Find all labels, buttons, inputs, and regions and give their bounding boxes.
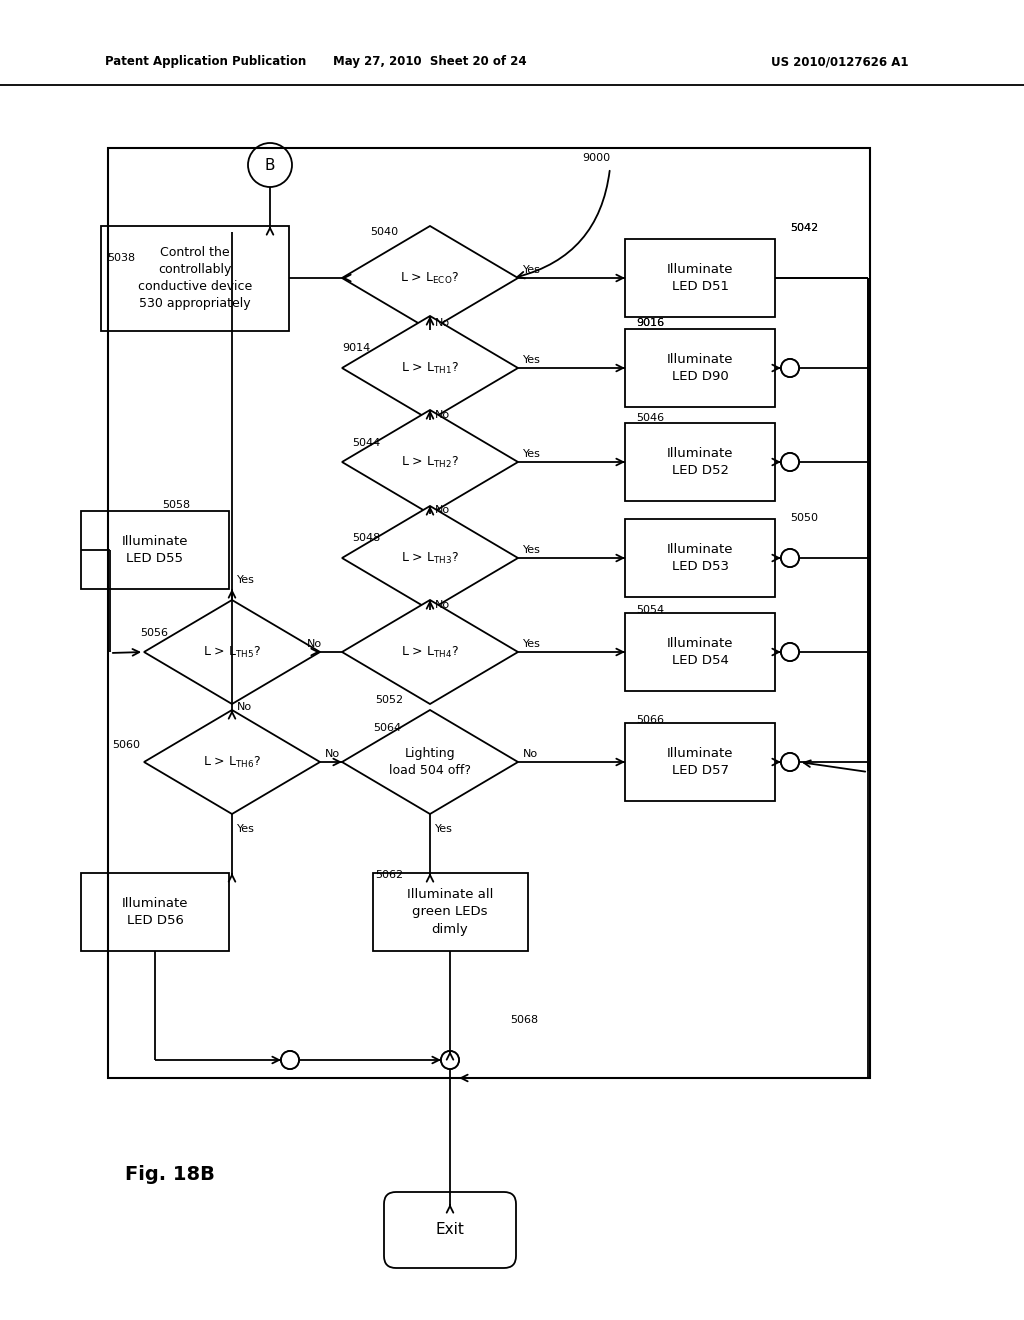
Polygon shape — [342, 411, 518, 513]
Text: Illuminate
LED D53: Illuminate LED D53 — [667, 543, 733, 573]
Text: L > L$_{\mathregular{TH5}}$?: L > L$_{\mathregular{TH5}}$? — [203, 644, 261, 660]
Text: 5062: 5062 — [375, 870, 403, 880]
Polygon shape — [144, 601, 319, 704]
Text: L > L$_{\mathregular{TH4}}$?: L > L$_{\mathregular{TH4}}$? — [401, 644, 459, 660]
Text: No: No — [237, 702, 252, 711]
Bar — [81, 873, 229, 950]
Text: No: No — [307, 639, 323, 649]
Circle shape — [781, 752, 799, 771]
Text: 5068: 5068 — [510, 1015, 539, 1026]
Text: 5064: 5064 — [373, 723, 401, 733]
Circle shape — [281, 1051, 299, 1069]
Text: 5058: 5058 — [162, 500, 190, 510]
Text: Yes: Yes — [523, 545, 541, 554]
Circle shape — [781, 359, 799, 378]
Text: No: No — [435, 411, 451, 420]
Text: L > L$_{\mathregular{TH6}}$?: L > L$_{\mathregular{TH6}}$? — [203, 755, 261, 770]
FancyBboxPatch shape — [384, 1192, 516, 1269]
Text: 5054: 5054 — [636, 605, 665, 615]
Bar — [373, 873, 527, 950]
Text: 9014: 9014 — [342, 343, 371, 352]
Circle shape — [781, 549, 799, 568]
Text: 5050: 5050 — [790, 513, 818, 523]
Text: Fig. 18B: Fig. 18B — [125, 1166, 215, 1184]
Circle shape — [781, 453, 799, 471]
Polygon shape — [342, 710, 518, 814]
Text: 5042: 5042 — [790, 223, 818, 234]
Circle shape — [781, 359, 799, 378]
Text: L > L$_{\mathregular{TH2}}$?: L > L$_{\mathregular{TH2}}$? — [401, 454, 459, 470]
Circle shape — [248, 143, 292, 187]
Text: 5056: 5056 — [140, 628, 168, 638]
Circle shape — [781, 549, 799, 568]
Text: No: No — [435, 601, 451, 610]
Bar — [625, 329, 775, 407]
Text: Illuminate
LED D55: Illuminate LED D55 — [122, 535, 188, 565]
Circle shape — [781, 643, 799, 661]
Text: Yes: Yes — [523, 639, 541, 649]
Text: Illuminate all
green LEDs
dimly: Illuminate all green LEDs dimly — [407, 888, 494, 936]
Polygon shape — [342, 601, 518, 704]
Text: 5044: 5044 — [352, 438, 380, 447]
Bar — [101, 226, 289, 330]
Text: No: No — [435, 318, 451, 327]
Text: Illuminate
LED D90: Illuminate LED D90 — [667, 352, 733, 383]
Text: 5042: 5042 — [790, 223, 818, 234]
Polygon shape — [144, 710, 319, 814]
Bar — [625, 723, 775, 801]
Text: No: No — [523, 748, 539, 759]
Text: Illuminate
LED D51: Illuminate LED D51 — [667, 263, 733, 293]
Text: Lighting
load 504 off?: Lighting load 504 off? — [389, 747, 471, 776]
Text: Illuminate
LED D56: Illuminate LED D56 — [122, 898, 188, 927]
Text: Exit: Exit — [435, 1222, 465, 1238]
Text: 9016: 9016 — [636, 318, 665, 327]
Text: No: No — [435, 506, 451, 515]
Bar — [81, 511, 229, 589]
Polygon shape — [342, 315, 518, 420]
Circle shape — [441, 1051, 459, 1069]
Text: Illuminate
LED D57: Illuminate LED D57 — [667, 747, 733, 777]
Text: Yes: Yes — [435, 824, 453, 834]
Text: Illuminate
LED D52: Illuminate LED D52 — [667, 447, 733, 477]
Text: May 27, 2010  Sheet 20 of 24: May 27, 2010 Sheet 20 of 24 — [333, 55, 526, 69]
Polygon shape — [342, 226, 518, 330]
Text: Yes: Yes — [237, 576, 255, 585]
Bar — [108, 148, 870, 1078]
Text: Control the
controllably
conductive device
530 appropriately: Control the controllably conductive devi… — [138, 246, 252, 310]
Polygon shape — [342, 506, 518, 610]
Text: 5046: 5046 — [636, 413, 665, 422]
Text: Yes: Yes — [523, 449, 541, 459]
Circle shape — [281, 1051, 299, 1069]
Bar — [625, 422, 775, 502]
Bar — [625, 519, 775, 597]
Text: Yes: Yes — [523, 355, 541, 366]
Text: L > L$_{\mathregular{ECO}}$?: L > L$_{\mathregular{ECO}}$? — [400, 271, 460, 285]
Text: Patent Application Publication: Patent Application Publication — [105, 55, 306, 69]
Bar — [625, 612, 775, 690]
Text: No: No — [325, 748, 340, 759]
Text: Yes: Yes — [523, 265, 541, 275]
Text: US 2010/0127626 A1: US 2010/0127626 A1 — [771, 55, 908, 69]
Text: L > L$_{\mathregular{TH1}}$?: L > L$_{\mathregular{TH1}}$? — [401, 360, 459, 376]
Text: B: B — [265, 157, 275, 173]
Text: 5060: 5060 — [112, 741, 140, 750]
Circle shape — [781, 752, 799, 771]
Text: Illuminate
LED D54: Illuminate LED D54 — [667, 638, 733, 667]
Bar — [625, 239, 775, 317]
Text: 5066: 5066 — [636, 715, 664, 725]
Circle shape — [781, 643, 799, 661]
Circle shape — [441, 1051, 459, 1069]
Circle shape — [781, 453, 799, 471]
Text: Yes: Yes — [237, 824, 255, 834]
Text: L > L$_{\mathregular{TH3}}$?: L > L$_{\mathregular{TH3}}$? — [401, 550, 459, 565]
Text: 5038: 5038 — [106, 253, 135, 263]
Text: 9000: 9000 — [582, 153, 610, 162]
Text: 9016: 9016 — [636, 318, 665, 327]
Text: 5048: 5048 — [352, 533, 380, 543]
Text: 5040: 5040 — [370, 227, 398, 238]
Text: 5052: 5052 — [375, 696, 403, 705]
